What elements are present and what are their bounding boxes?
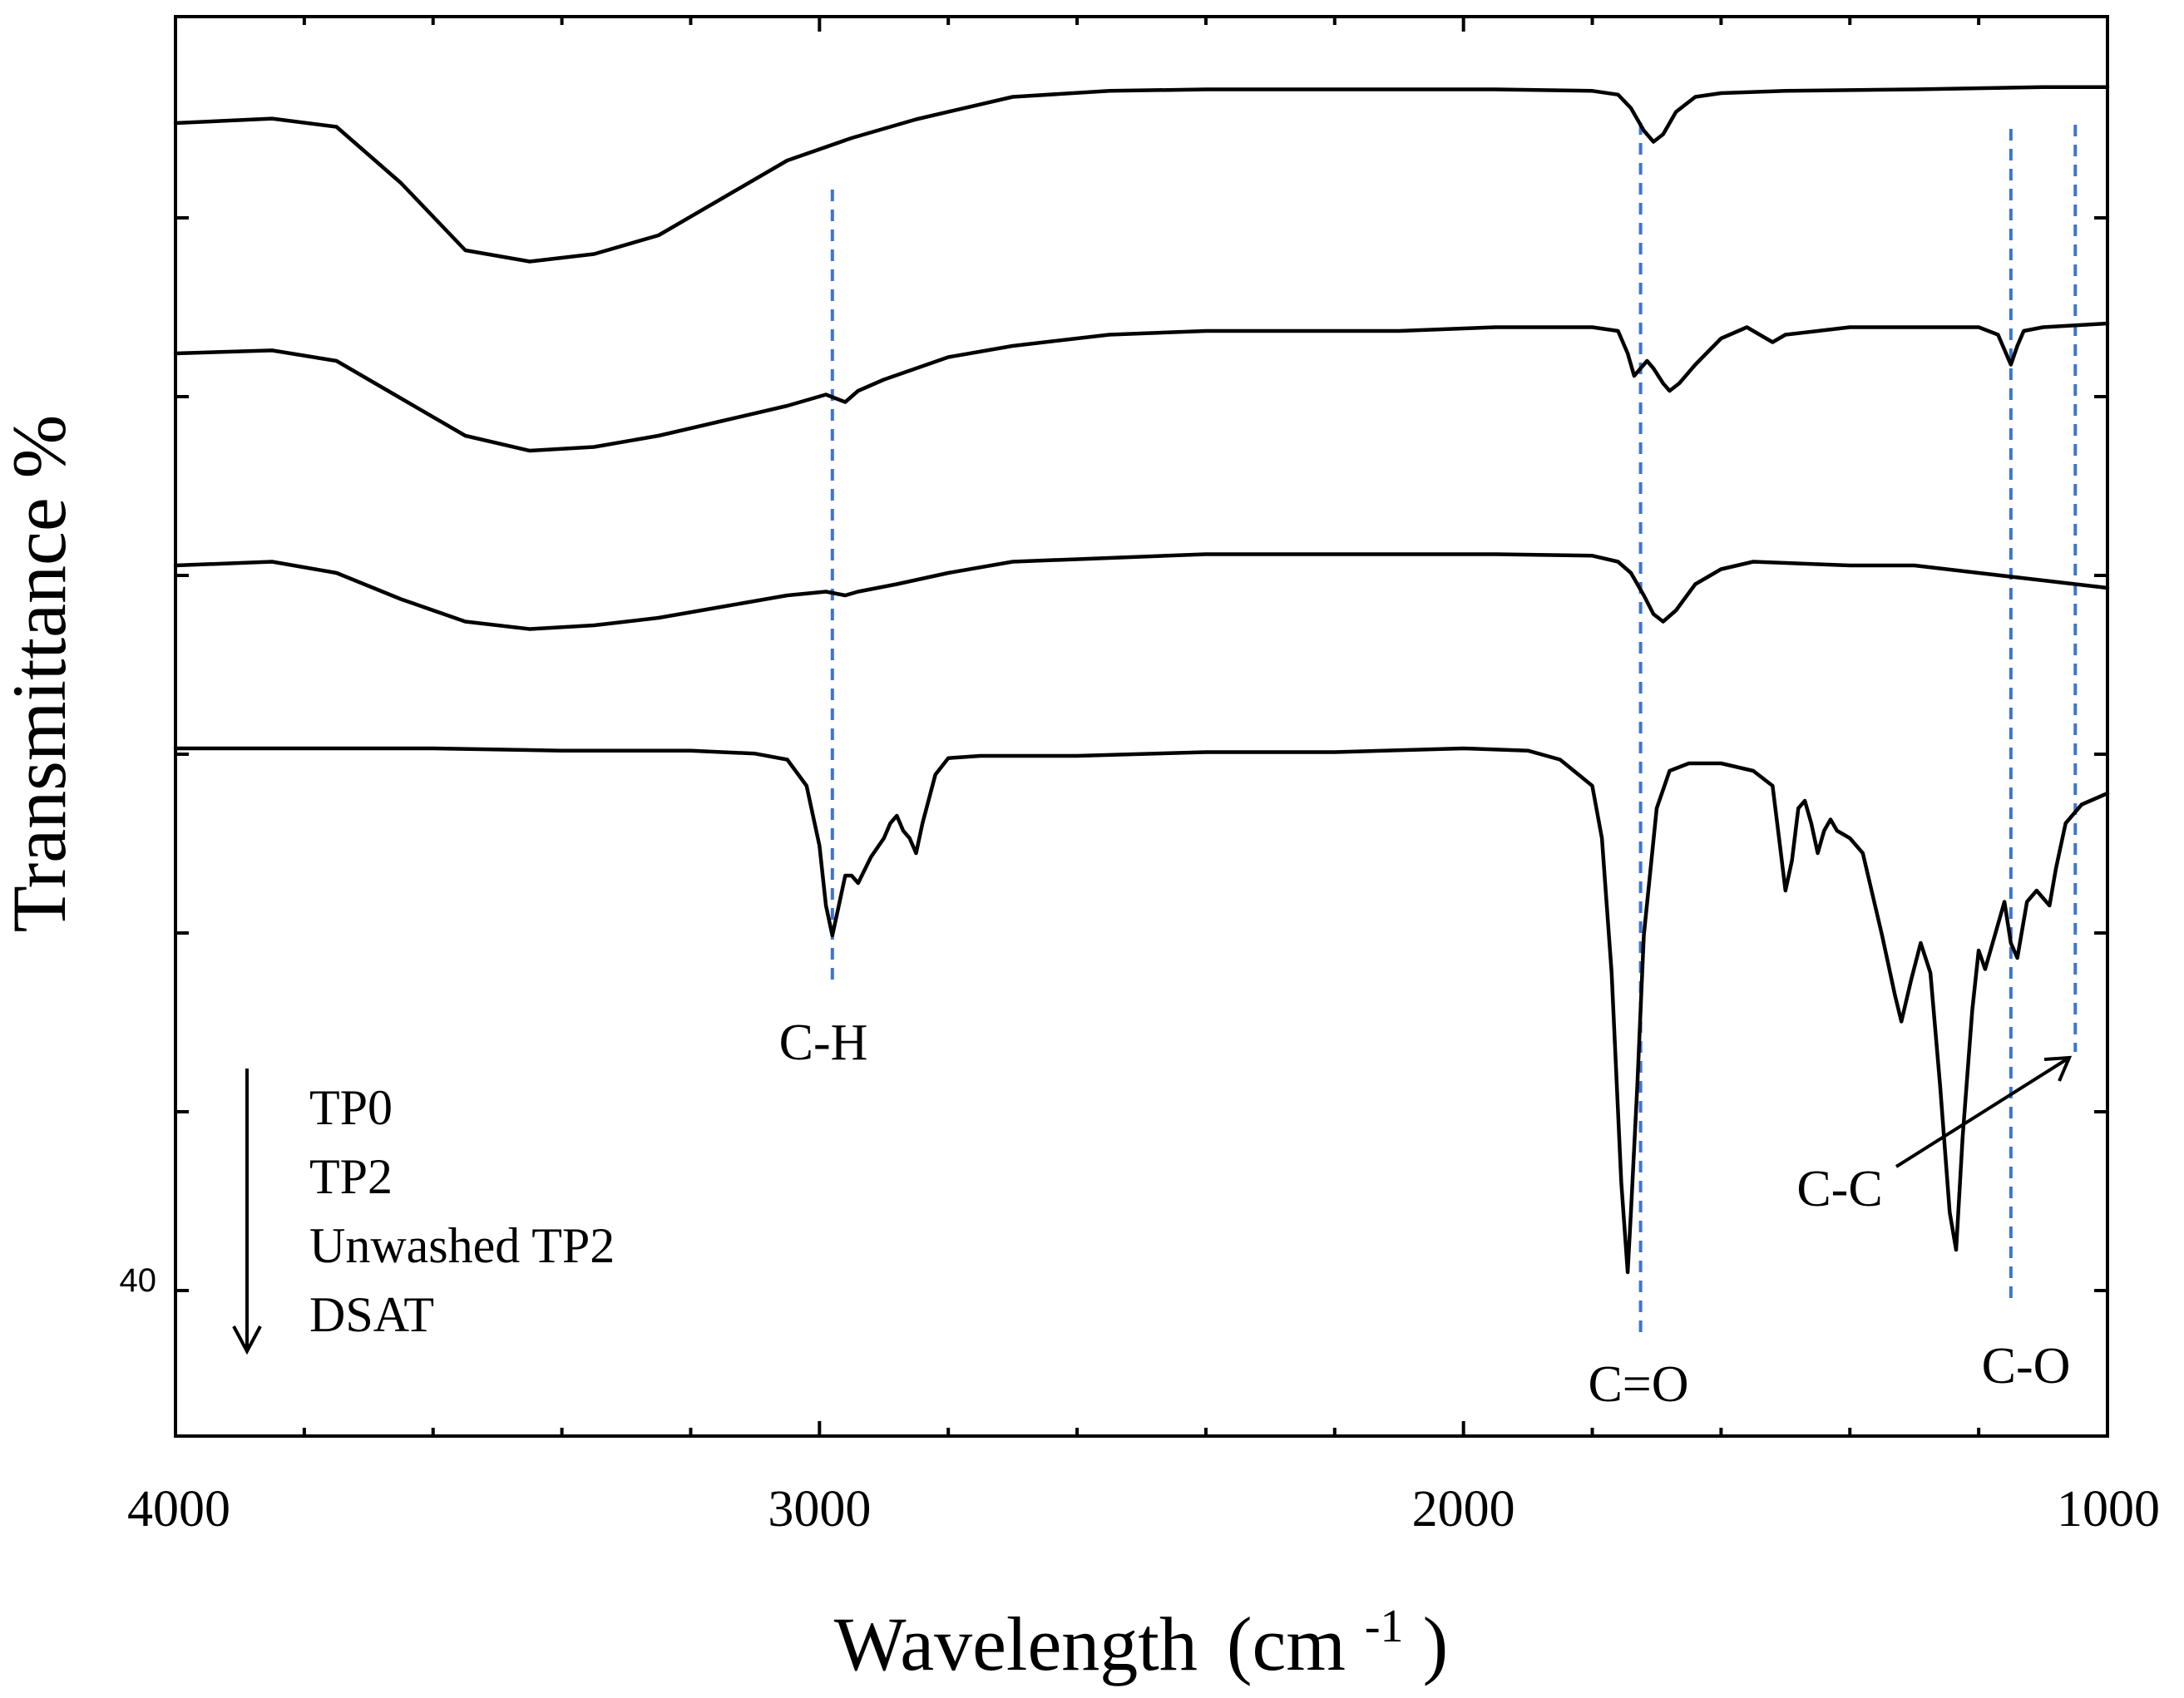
x-axis-unit-sup: -1	[1365, 1601, 1404, 1652]
x-tick-label-2000: 2000	[1412, 1481, 1515, 1538]
y-axis-title: Transmittance %	[0, 415, 82, 933]
x-axis-unit-open: (cm	[1227, 1602, 1346, 1686]
x-tick-label-4000: 4000	[127, 1481, 230, 1538]
y-tick-label-40: 40	[120, 1262, 157, 1299]
plot-frame	[174, 15, 2109, 1438]
legend-down-arrow-icon	[232, 1069, 262, 1355]
peak-label-c-h: C-H	[779, 1014, 868, 1071]
x-tick-label-3000: 3000	[768, 1481, 871, 1538]
peak-guides	[830, 123, 2078, 1339]
legend: TP0 TP2 Unwashed TP2 DSAT	[232, 1069, 615, 1355]
peak-label-c-o: C-O	[1982, 1338, 2071, 1394]
x-axis-title: Wavelength (cm -1 )	[834, 1573, 1448, 1686]
trace-dsat	[173, 746, 2110, 1275]
legend-entry-tp2: TP2	[309, 1149, 393, 1204]
peak-label-c-double-o: C=O	[1588, 1356, 1688, 1413]
legend-entry-unwashed-tp2: Unwashed TP2	[309, 1218, 615, 1273]
trace-tp0	[173, 85, 2110, 264]
peak-label-c-c: C-C	[1796, 1161, 1882, 1217]
trace-unwashed-tp2	[173, 552, 2110, 631]
x-tick-label-1000: 1000	[2057, 1481, 2160, 1538]
legend-entry-tp0: TP0	[309, 1080, 393, 1135]
legend-entry-dsat: DSAT	[309, 1287, 434, 1342]
c-c-arrow	[1895, 1055, 2073, 1168]
x-axis-title-main: Wavelength	[834, 1602, 1198, 1686]
trace-tp2	[173, 321, 2110, 453]
axis-ticks	[174, 17, 2109, 1436]
x-axis-unit-close: )	[1423, 1602, 1449, 1686]
spectra-traces	[173, 85, 2110, 1275]
